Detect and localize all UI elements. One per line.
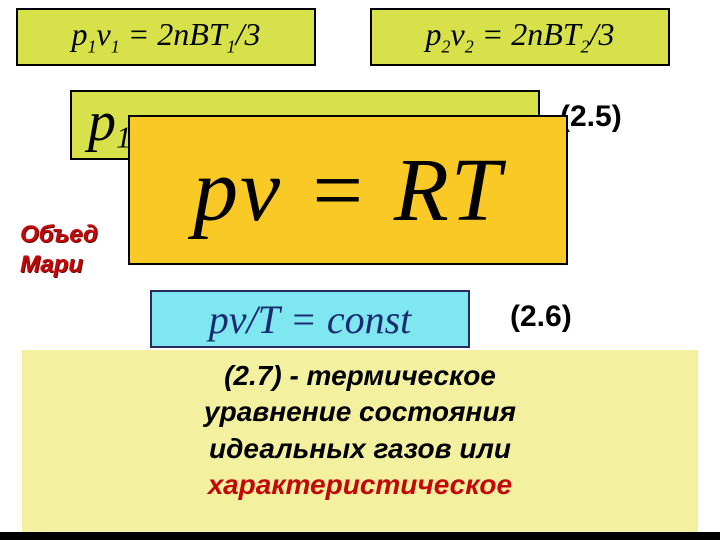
slide: p1v1 = 2nBT1/3 p2v2 = 2nBT2/3 (2.5) p1 О… <box>0 0 720 540</box>
rt-equation-box: pv = RT <box>128 115 568 265</box>
red-caption: Объед Мари <box>20 220 140 280</box>
bottom-line2: уравнение состояния <box>22 394 698 430</box>
eq-top-right-text: p2v2 = 2nBT2/3 <box>425 16 614 57</box>
equation-box-top-right: p2v2 = 2nBT2/3 <box>370 8 670 66</box>
equation-box-top-left: p1v1 = 2nBT1/3 <box>16 8 316 66</box>
red-caption-line1: Объед <box>20 220 140 250</box>
bottom-black-strip <box>0 532 720 540</box>
const-equation-box: pv/T = const <box>150 290 470 348</box>
bottom-text-box: (2.7) - термическое уравнение состояния … <box>22 350 698 532</box>
eq-2-5-lhs-fragment-left: p1 <box>88 90 131 156</box>
eq-top-left-text: p1v1 = 2nBT1/3 <box>71 16 260 57</box>
bottom-line4: характеристическое <box>22 467 698 503</box>
bottom-line1: (2.7) - термическое <box>22 358 698 394</box>
equation-2-6-label: (2.6) <box>510 300 572 334</box>
const-equation-text: pv/T = const <box>209 296 412 343</box>
red-caption-line2: Мари <box>20 250 140 280</box>
equation-2-5-label: (2.5) <box>560 100 622 134</box>
rt-equation-text: pv = RT <box>193 139 503 242</box>
bottom-line3: идеальных газов или <box>22 431 698 467</box>
